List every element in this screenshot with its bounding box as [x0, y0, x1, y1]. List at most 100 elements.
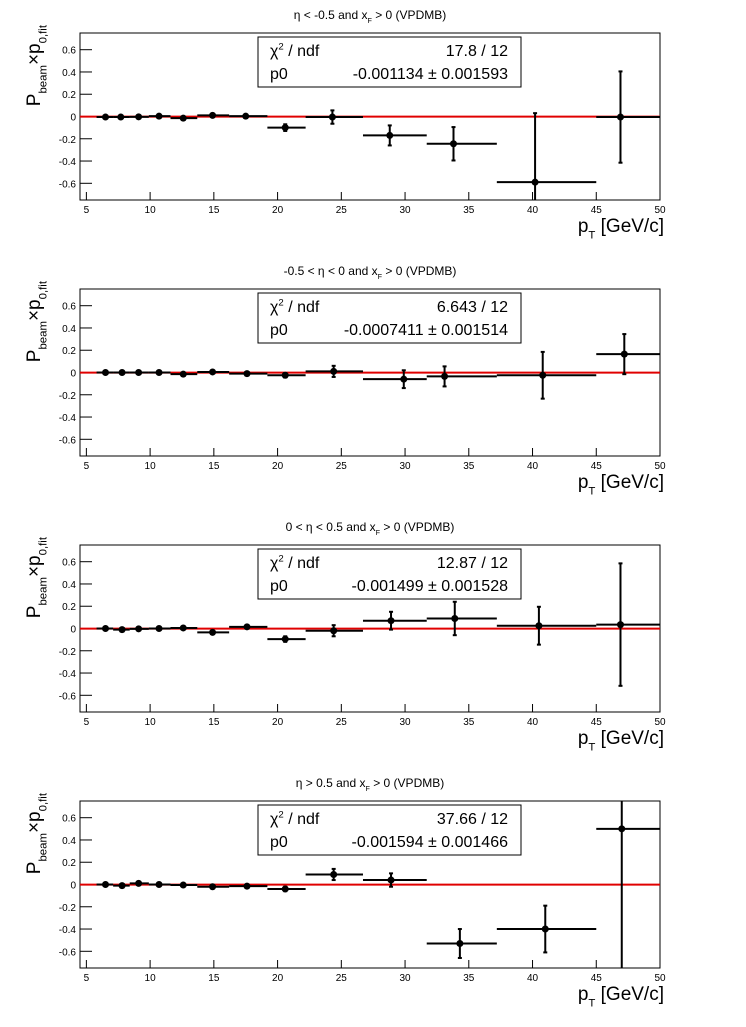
- point: [179, 624, 187, 632]
- y-axis-label-part: ×p: [24, 555, 45, 577]
- point: [135, 879, 143, 887]
- stats-label: p0: [270, 578, 288, 595]
- x-tick-label: 35: [463, 205, 475, 216]
- points: [80, 333, 660, 400]
- point: [118, 626, 126, 634]
- x-tick-label: 30: [399, 461, 411, 472]
- stats-label-part: 2: [278, 554, 283, 565]
- y-tick-label: -0.2: [59, 903, 77, 914]
- point: [387, 876, 395, 884]
- y-axis-label-part: ×p: [24, 299, 45, 321]
- x-axis-label-part: [GeV/c]: [595, 216, 664, 237]
- y-axis-label-part: ×p: [24, 43, 45, 65]
- panel-title: 0 < η < 0.5 and xF > 0 (VPDMB): [286, 520, 455, 537]
- y-tick-label: 0: [70, 113, 76, 124]
- y-tick-label: -0.6: [59, 435, 77, 446]
- points: [80, 562, 660, 687]
- stats-box: [257, 36, 522, 88]
- x-tick-label: 25: [336, 461, 348, 472]
- y-tick-label: 0: [70, 881, 76, 892]
- stats-box: [257, 292, 522, 344]
- point: [101, 625, 109, 632]
- stats-label-part: χ: [270, 555, 279, 572]
- y-tick-label: 0.4: [62, 324, 76, 335]
- panel-title: η < -0.5 and xF > 0 (VPDMB): [294, 8, 446, 25]
- x-tick-label: 5: [84, 205, 90, 216]
- y-tick-label: 0.6: [62, 814, 76, 825]
- x-tick-label: 20: [272, 205, 284, 216]
- stats-label: χ2 / ndf: [270, 554, 320, 572]
- y-tick-label: 0.2: [62, 858, 76, 869]
- stats-label-part: / ndf: [284, 43, 320, 60]
- stats-label: p0: [270, 322, 288, 339]
- panel-title-part: F: [378, 272, 383, 281]
- y-tick-label: -0.6: [59, 691, 77, 702]
- point: [281, 124, 289, 132]
- point: [101, 881, 109, 888]
- panel-title-part: > 0 (VPDMB): [382, 264, 456, 278]
- stats-box: [257, 804, 522, 856]
- y-tick-label: -0.4: [59, 157, 77, 168]
- x-tick-label: 15: [208, 973, 220, 984]
- x-tick-label: 40: [527, 205, 539, 216]
- point: [281, 635, 289, 643]
- point: [155, 369, 163, 376]
- x-tick-label: 35: [463, 717, 475, 728]
- y-axis-label: Pbeam×p0,fit: [24, 792, 50, 874]
- x-axis-label: pT [GeV/c]: [578, 728, 664, 754]
- x-tick-label: 30: [399, 973, 411, 984]
- stats-label-part: 2: [278, 42, 283, 53]
- point: [328, 113, 336, 121]
- x-tick-label: 50: [654, 717, 666, 728]
- points: [80, 70, 660, 200]
- y-tick-label: 0: [70, 625, 76, 636]
- point: [101, 113, 109, 121]
- stats-label-part: 2: [278, 298, 283, 309]
- panel: η > 0.5 and xF > 0 (VPDMB)5 10 15 20 25 30 35 4…: [24, 776, 666, 1010]
- panel-title-part: η > 0.5 and x: [296, 776, 366, 790]
- y-tick-label: -0.4: [59, 413, 77, 424]
- stats-label-part: χ: [270, 299, 279, 316]
- x-tick-label: 45: [591, 973, 603, 984]
- x-axis-label-part: p: [578, 216, 589, 237]
- point: [179, 370, 187, 378]
- x-axis-label-part: T: [588, 230, 595, 242]
- stats-value: -0.0007411 ± 0.001514: [344, 322, 508, 339]
- x-tick-label: 10: [145, 461, 157, 472]
- x-axis-label-part: T: [588, 742, 595, 754]
- stats-label-part: / ndf: [284, 555, 320, 572]
- point: [541, 925, 549, 933]
- point: [209, 628, 217, 636]
- y-tick-label: -0.4: [59, 669, 77, 680]
- x-tick-label: 50: [654, 205, 666, 216]
- stats-value: -0.001499 ± 0.001528: [352, 578, 509, 595]
- points: [80, 801, 660, 968]
- x-tick-label: 30: [399, 717, 411, 728]
- point: [155, 625, 163, 632]
- stats-value: 6.643 / 12: [437, 299, 508, 316]
- point: [616, 621, 624, 629]
- y-axis-label-part: 0,fit: [38, 280, 50, 299]
- point: [155, 112, 163, 120]
- stats-value: -0.001134 ± 0.001593: [353, 66, 508, 83]
- point: [243, 882, 251, 890]
- stats-value: 12.87 / 12: [437, 555, 508, 572]
- x-tick-label: 15: [208, 205, 220, 216]
- y-tick-label: 0.6: [62, 46, 76, 57]
- y-axis-label-part: P: [24, 94, 45, 107]
- point: [135, 113, 143, 121]
- x-tick-label: 35: [463, 973, 475, 984]
- panel: 0 < η < 0.5 and xF > 0 (VPDMB)5 10 15 20 25 3…: [24, 520, 666, 754]
- panel: η < -0.5 and xF > 0 (VPDMB)5 10 15 20 25 30 35…: [24, 8, 666, 242]
- point: [400, 375, 408, 383]
- x-tick-label: 10: [145, 717, 157, 728]
- y-tick-label: -0.2: [59, 647, 77, 658]
- point: [539, 371, 547, 379]
- y-tick-label: 0.2: [62, 346, 76, 357]
- stats-label-part: χ: [270, 43, 279, 60]
- y-axis-label-part: 0,fit: [38, 24, 50, 43]
- stats-label: χ2 / ndf: [270, 810, 320, 828]
- y-axis-label-part: beam: [38, 321, 50, 350]
- y-axis-label-part: beam: [38, 65, 50, 94]
